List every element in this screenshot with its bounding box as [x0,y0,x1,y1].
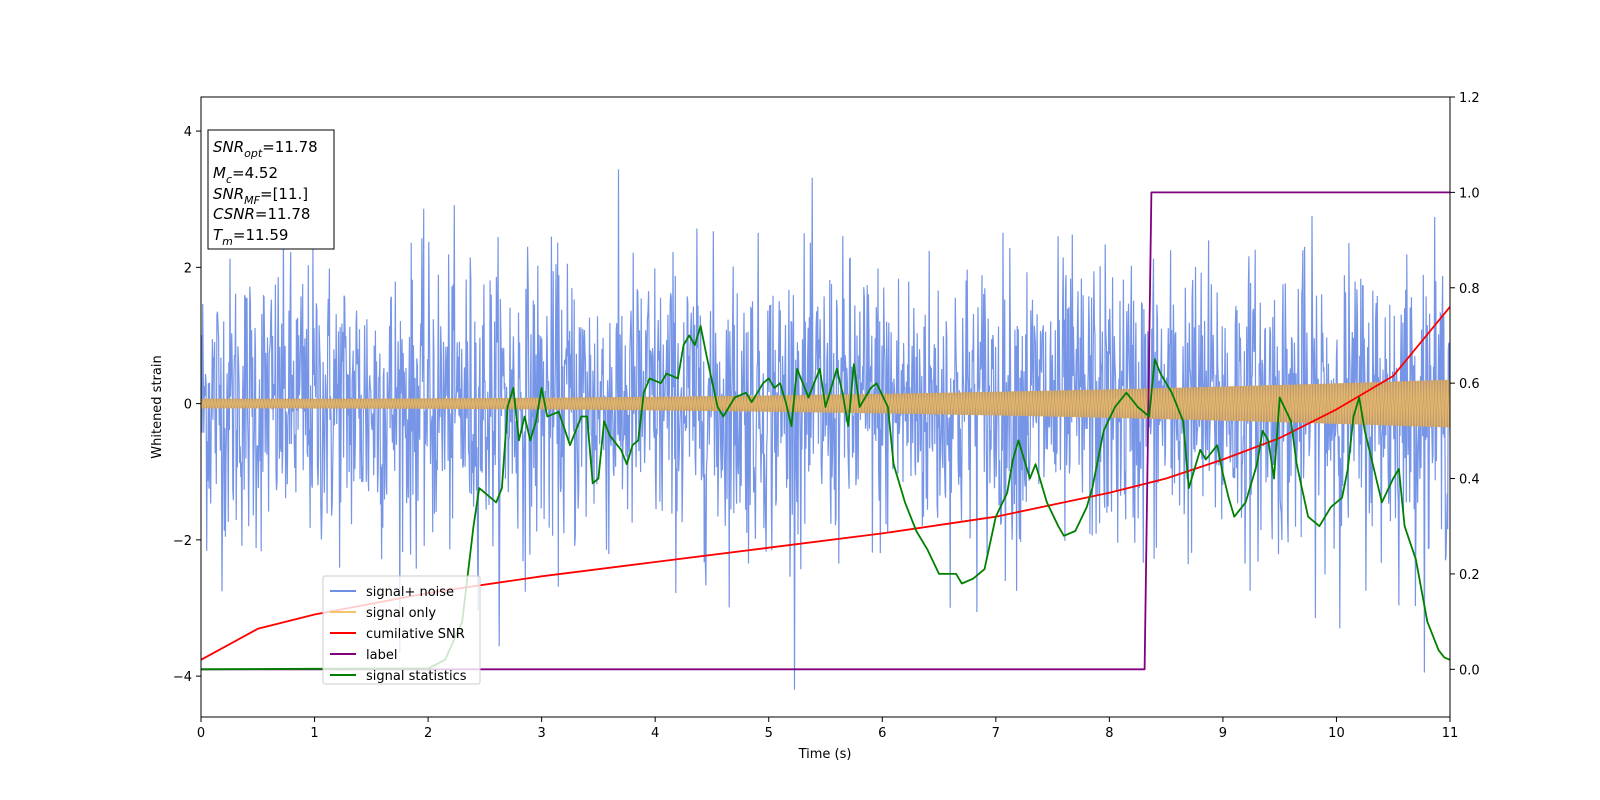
x-axis-label: Time (s) [798,747,852,762]
y-tick-label: −2 [173,534,192,549]
series-signal-only-line [201,379,1450,428]
y-tick-label: −4 [173,670,192,685]
y-tick-label: 2 [184,261,192,276]
series-signal-statistics-line [201,325,1450,671]
plot-frame [200,96,1451,718]
info-tm: Tm=11.59 [213,226,288,248]
info-snr-opt: SNRopt=11.78 [213,138,318,160]
legend: signal+ noise signal only cumilative SNR la… [322,575,481,685]
legend-label: signal statistics [366,669,467,684]
info-snr-mf: SNRMF=[11.] [213,185,308,207]
y2-tick-label: 1.0 [1459,186,1480,201]
info-mc: Mc=4.52 [213,164,278,186]
x-tick-label: 4 [651,726,659,741]
y2-tick-label: 0.6 [1459,377,1480,392]
legend-label: signal only [366,606,436,621]
x-tick-label: 11 [1442,726,1459,741]
x-tick-label: 0 [197,726,205,741]
y-axis-label: Whitened strain [150,355,165,458]
legend-label: signal+ noise [366,585,454,600]
y-axis-right: 0.0 0.2 0.4 0.6 0.8 1.0 1.2 [1450,91,1480,678]
y2-tick-label: 0.0 [1459,663,1480,678]
legend-label: cumilative SNR [366,627,465,642]
x-tick-label: 9 [1219,726,1227,741]
x-tick-label: 2 [424,726,432,741]
legend-label: label [366,648,397,663]
info-csnr: CSNR=11.78 [213,205,310,223]
y-tick-label: 0 [184,398,192,413]
y-axis-left: −4 −2 0 2 4 [173,125,201,685]
y2-tick-label: 0.4 [1459,473,1480,488]
y-tick-label: 4 [184,125,192,140]
x-axis: 0 1 2 3 4 5 6 7 8 9 10 11 [197,717,1458,741]
x-tick-label: 6 [878,726,886,741]
x-tick-label: 10 [1328,726,1345,741]
y2-tick-label: 1.2 [1459,91,1480,106]
series-label-line [201,191,1450,671]
x-tick-label: 3 [537,726,545,741]
info-box: SNRopt=11.78 Mc=4.52 SNRMF=[11.] CSNR=11… [207,129,335,250]
y2-tick-label: 0.2 [1459,568,1480,583]
x-tick-label: 5 [765,726,773,741]
x-tick-label: 7 [992,726,1000,741]
x-tick-label: 1 [310,726,318,741]
x-tick-label: 8 [1105,726,1113,741]
y2-tick-label: 0.8 [1459,282,1480,297]
